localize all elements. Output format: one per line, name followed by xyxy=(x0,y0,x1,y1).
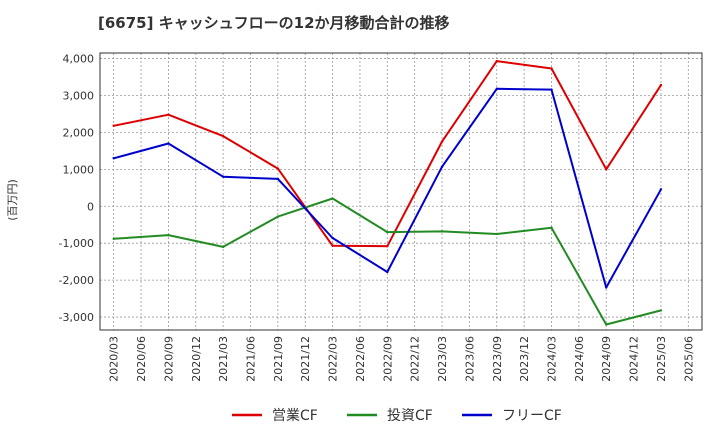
legend-label: 営業CF xyxy=(272,408,318,424)
series-lines xyxy=(112,59,663,326)
y-tick-label: 3,000 xyxy=(63,89,95,102)
x-tick-label: 2020/12 xyxy=(190,336,203,382)
data-point xyxy=(386,270,389,274)
x-tick-label: 2023/03 xyxy=(436,336,449,382)
y-tick-label: 0 xyxy=(87,200,94,213)
y-tick-label: 2,000 xyxy=(63,126,95,139)
data-point xyxy=(331,236,334,240)
data-point xyxy=(221,245,225,249)
plot-frame xyxy=(99,52,703,331)
y-tick-label: -3,000 xyxy=(59,311,94,324)
data-point xyxy=(167,233,170,237)
x-tick-label: 2024/09 xyxy=(600,336,613,382)
x-tick-label: 2025/06 xyxy=(682,336,695,382)
x-tick-label: 2024/03 xyxy=(546,336,559,382)
legend: 営業CF 投資CF フリーCF xyxy=(232,408,562,424)
data-point xyxy=(440,140,444,143)
x-tick-label: 2024/12 xyxy=(628,336,641,382)
x-tick-label: 2025/03 xyxy=(655,336,668,382)
data-point xyxy=(495,232,498,236)
data-point xyxy=(386,230,389,234)
data-point xyxy=(550,226,553,229)
x-tick-label: 2022/06 xyxy=(354,336,367,382)
x-tick-label: 2022/03 xyxy=(327,336,340,382)
x-tick-label: 2023/12 xyxy=(518,336,531,382)
x-tick-label: 2020/06 xyxy=(135,336,148,382)
data-point xyxy=(167,113,170,116)
x-tick-label: 2022/09 xyxy=(381,336,394,382)
legend-label: フリーCF xyxy=(502,408,562,424)
data-point xyxy=(659,309,663,312)
data-point xyxy=(331,244,334,247)
data-point xyxy=(112,237,115,240)
x-tick-label: 2021/03 xyxy=(217,336,230,382)
data-point xyxy=(112,157,115,160)
data-point xyxy=(440,165,444,168)
data-point xyxy=(605,323,608,326)
data-point xyxy=(221,134,225,138)
data-point xyxy=(495,87,498,91)
data-point xyxy=(495,59,498,63)
data-point xyxy=(605,168,608,171)
x-tick-label: 2023/06 xyxy=(463,336,476,382)
data-point xyxy=(550,67,553,70)
data-point xyxy=(659,188,663,191)
x-tick-label: 2022/12 xyxy=(409,336,422,382)
data-point xyxy=(276,167,280,170)
data-point xyxy=(605,286,608,289)
chart-title: [6675] キャッシュフローの12か月移動合計の推移 xyxy=(98,14,450,32)
x-axis-ticks: 2020/03 2020/06 2020/09 2020/12 2021/03 2021/… xyxy=(108,336,696,382)
y-tick-label: 4,000 xyxy=(63,53,95,66)
x-tick-label: 2024/06 xyxy=(573,336,586,382)
x-tick-label: 2021/06 xyxy=(245,336,258,382)
x-tick-label: 2021/09 xyxy=(272,336,285,382)
y-tick-label: -1,000 xyxy=(59,237,94,250)
data-point xyxy=(331,197,334,200)
data-point xyxy=(276,215,280,218)
x-tick-label: 2020/03 xyxy=(108,336,121,382)
y-tick-label: -2,000 xyxy=(59,274,94,287)
y-tick-label: 1,000 xyxy=(63,163,95,176)
data-point xyxy=(386,244,389,248)
data-point xyxy=(550,88,553,91)
x-tick-label: 2020/09 xyxy=(162,336,175,382)
x-tick-label: 2021/12 xyxy=(299,336,312,382)
data-point xyxy=(440,230,444,233)
data-point xyxy=(167,142,170,145)
x-tick-label: 2023/09 xyxy=(491,336,504,382)
data-point xyxy=(276,177,280,181)
data-point xyxy=(659,83,663,87)
y-axis-label: (百万円) xyxy=(6,179,19,221)
data-point xyxy=(221,175,225,178)
grid xyxy=(100,53,702,330)
legend-label: 投資CF xyxy=(387,408,433,424)
y-axis-ticks: 4,000 3,000 2,000 1,000 0 -1,000 -2,000 -3,000 xyxy=(59,53,94,325)
data-point xyxy=(112,124,115,127)
